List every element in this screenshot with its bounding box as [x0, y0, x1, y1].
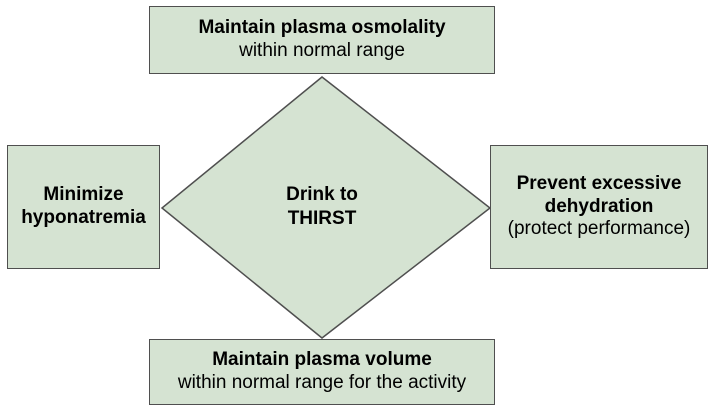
- center-node-line1: Drink to: [286, 184, 358, 205]
- right-node-line2: dehydration: [544, 195, 654, 217]
- bottom-node-title: Maintain plasma volume: [212, 349, 432, 371]
- right-node: Prevent excessive dehydration (protect p…: [490, 145, 708, 269]
- left-node: Minimize hyponatremia: [7, 145, 160, 269]
- left-node-line2: hyponatremia: [21, 207, 146, 228]
- left-node-line1: Minimize: [43, 184, 124, 206]
- bottom-node-subtitle: within normal range for the activity: [177, 372, 467, 393]
- diamond: [160, 76, 492, 339]
- top-node-subtitle: within normal range: [239, 40, 405, 61]
- center-node: Drink to THIRST: [240, 183, 404, 231]
- right-node-subtitle: (protect performance): [507, 218, 691, 240]
- center-node-line2: THIRST: [287, 207, 357, 229]
- top-node: Maintain plasma osmolality within normal…: [149, 6, 495, 74]
- right-node-line1: Prevent excessive: [516, 172, 682, 194]
- bottom-node: Maintain plasma volume within normal ran…: [149, 339, 495, 405]
- top-node-title: Maintain plasma osmolality: [198, 17, 446, 39]
